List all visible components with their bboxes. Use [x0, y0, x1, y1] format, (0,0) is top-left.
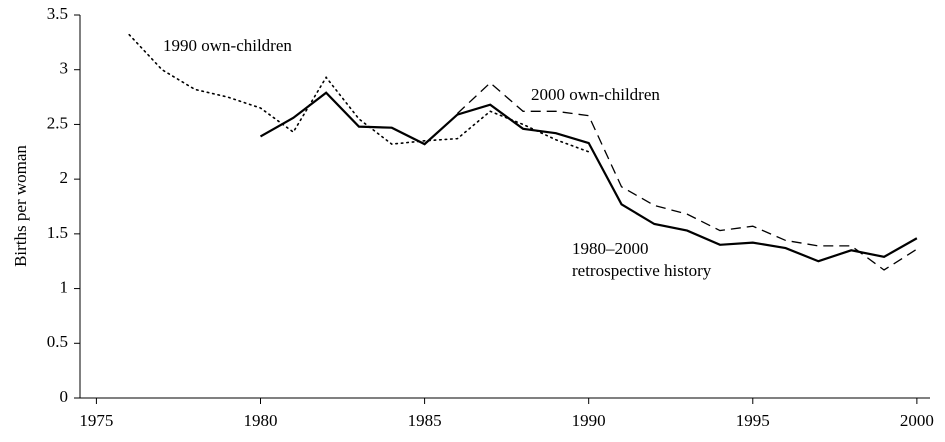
y-tick-label: 3 [60, 59, 69, 78]
series-label: 1980–2000 [572, 239, 649, 258]
series-label: 2000 own-children [531, 85, 660, 104]
x-tick-label: 1985 [408, 411, 442, 430]
x-tick-label: 1995 [736, 411, 770, 430]
y-tick-label: 2.5 [47, 113, 68, 132]
y-tick-label: 1 [60, 277, 69, 296]
y-tick-label: 3.5 [47, 4, 68, 23]
y-tick-label: 1.5 [47, 223, 68, 242]
y-axis-label: Births per woman [11, 145, 30, 267]
series-label: 1990 own-children [163, 36, 292, 55]
series-label: retrospective history [572, 261, 712, 280]
y-tick-label: 0 [60, 387, 69, 406]
y-tick-label: 0.5 [47, 332, 68, 351]
x-tick-label: 1990 [572, 411, 606, 430]
y-tick-label: 2 [60, 168, 69, 187]
x-tick-label: 2000 [900, 411, 934, 430]
series-line [259, 91, 918, 263]
x-tick-label: 1980 [244, 411, 278, 430]
x-tick-label: 1975 [79, 411, 113, 430]
series-line [456, 81, 918, 271]
